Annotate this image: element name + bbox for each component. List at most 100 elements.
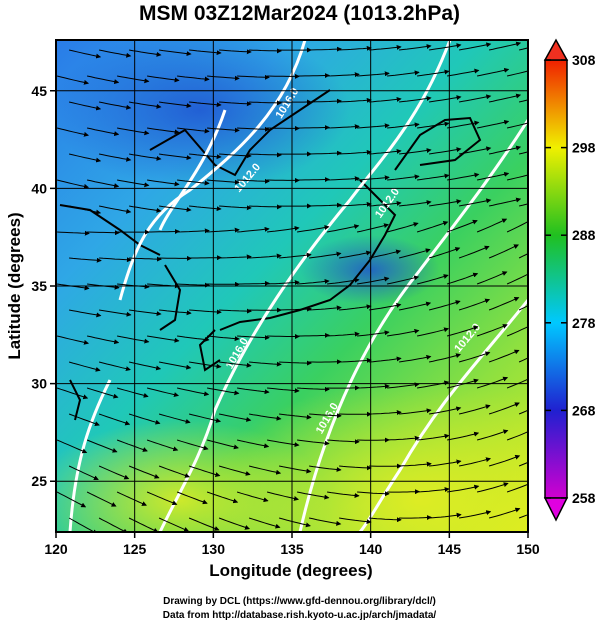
wind-streamline xyxy=(387,174,420,181)
wind-streamline xyxy=(177,179,210,186)
wind-streamline xyxy=(488,145,522,155)
colorbar: 258 268 278 288 298 308 xyxy=(543,38,596,522)
wind-streamline xyxy=(98,49,132,58)
wind-streamline xyxy=(237,280,270,286)
wind-streamline xyxy=(207,75,240,81)
wind-streamline xyxy=(267,439,300,448)
wind-streamline xyxy=(207,335,240,342)
wind-streamline xyxy=(207,127,240,133)
wind-streamline xyxy=(518,47,528,51)
wind-streamline xyxy=(189,255,222,261)
wind-streamline xyxy=(429,459,462,467)
wind-streamline xyxy=(297,225,330,233)
wind-streamline xyxy=(357,175,390,181)
wind-streamline xyxy=(309,150,342,156)
wind-streamline xyxy=(357,71,390,77)
wind-streamline xyxy=(399,200,432,207)
wind-streamline xyxy=(147,229,180,235)
wind-streamline xyxy=(98,517,129,532)
wind-streamline xyxy=(206,439,239,450)
wind-streamline xyxy=(447,120,480,129)
wind-streamline xyxy=(309,465,342,472)
wind-streamline xyxy=(219,49,252,55)
wind-streamline xyxy=(237,126,270,132)
wind-streamline xyxy=(219,101,252,107)
wind-streamline xyxy=(158,517,190,532)
wind-streamline xyxy=(147,179,180,187)
wind-streamline xyxy=(369,410,402,416)
wind-streamline xyxy=(177,282,210,288)
wind-streamline xyxy=(399,515,432,521)
wind-streamline xyxy=(308,517,342,526)
wind-streamline xyxy=(207,387,240,396)
wind-streamline xyxy=(188,465,221,477)
wind-streamline xyxy=(476,324,508,337)
wind-streamline xyxy=(339,201,372,207)
wind-streamline xyxy=(267,387,300,394)
wind-streamline xyxy=(488,244,519,259)
wind-streamline xyxy=(237,74,270,80)
wind-streamline xyxy=(476,67,510,77)
wind-streamline xyxy=(446,378,479,389)
wind-streamline xyxy=(297,386,330,392)
wind-streamline xyxy=(297,73,330,79)
wind-streamline xyxy=(428,300,461,311)
wind-streamline xyxy=(98,153,132,162)
wind-streamline xyxy=(249,100,282,106)
wind-streamline xyxy=(99,309,132,317)
wind-streamline xyxy=(476,482,509,493)
wind-streamline xyxy=(237,178,270,184)
wind-streamline xyxy=(488,402,520,415)
wind-streamline xyxy=(518,203,528,207)
wind-streamline xyxy=(506,378,528,389)
wind-streamline xyxy=(296,491,330,500)
wind-streamline xyxy=(339,357,372,363)
wind-streamline xyxy=(248,465,282,475)
wind-streamline xyxy=(476,376,509,389)
wind-streamline xyxy=(518,305,528,311)
wind-streamline xyxy=(86,387,119,399)
wind-streamline xyxy=(159,101,192,109)
wind-streamline xyxy=(339,517,372,525)
wind-streamline xyxy=(278,465,312,474)
colorbar-tick-label: 288 xyxy=(572,227,596,243)
wind-streamline xyxy=(417,433,450,441)
wind-streamline xyxy=(128,517,159,532)
wind-streamline xyxy=(309,98,342,104)
wind-streamline xyxy=(518,461,528,467)
wind-streamline xyxy=(278,517,311,528)
colorbar-min-arrow xyxy=(543,497,569,522)
wind-streamline xyxy=(57,230,90,236)
wind-streamline xyxy=(279,413,312,420)
wind-streamline xyxy=(459,94,492,103)
wind-streamline xyxy=(446,219,478,233)
colorbar-tick-label: 268 xyxy=(572,402,596,418)
wind-streamline xyxy=(147,335,180,343)
wind-streamline xyxy=(428,353,462,363)
wind-streamline xyxy=(458,245,490,259)
x-tick-label: 120 xyxy=(44,541,68,557)
wind-streamline xyxy=(429,147,462,155)
wind-streamline xyxy=(159,205,192,213)
wind-streamline xyxy=(86,75,120,85)
isobars xyxy=(68,40,528,532)
wind-streamline xyxy=(159,309,192,316)
wind-streamline xyxy=(399,96,432,103)
wind-streamline xyxy=(369,517,402,523)
wind-streamline xyxy=(447,68,480,77)
wind-streamline xyxy=(327,331,360,337)
x-tick-label: 130 xyxy=(202,541,226,557)
warm-region xyxy=(56,420,330,532)
wind-streamline xyxy=(416,274,449,285)
wind-streamline xyxy=(219,205,252,211)
wind-streamline xyxy=(207,179,240,185)
wind-streamline xyxy=(339,149,372,155)
wind-streamline xyxy=(309,251,342,259)
wind-streamline xyxy=(417,173,450,181)
wind-streamline xyxy=(518,151,528,155)
wind-streamline xyxy=(116,439,148,452)
wind-streamline xyxy=(327,277,360,285)
wind-streamline xyxy=(459,510,492,519)
wind-streamline xyxy=(387,122,420,129)
wind-streamline xyxy=(147,127,180,135)
